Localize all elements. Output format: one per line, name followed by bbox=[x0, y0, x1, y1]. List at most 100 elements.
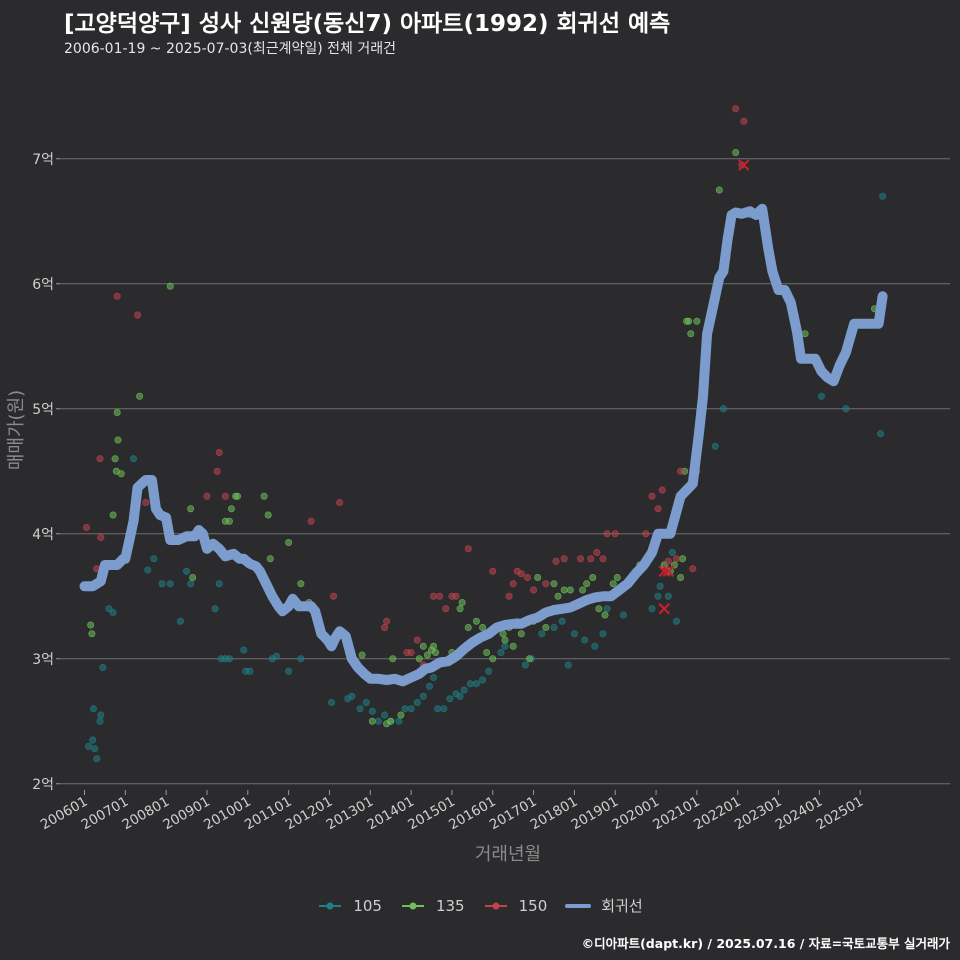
data-point-150 bbox=[430, 592, 438, 600]
data-point-105 bbox=[129, 455, 137, 463]
data-point-150 bbox=[593, 548, 601, 556]
data-point-135 bbox=[589, 573, 597, 581]
data-point-135 bbox=[387, 717, 395, 725]
data-point-150 bbox=[134, 311, 142, 319]
data-point-150 bbox=[221, 492, 229, 500]
data-point-105 bbox=[85, 742, 93, 750]
data-point-150 bbox=[517, 570, 525, 578]
legend: 105 135 150 회귀선 bbox=[0, 895, 960, 916]
data-point-105 bbox=[648, 605, 656, 613]
data-point-105 bbox=[166, 580, 174, 588]
data-points bbox=[83, 105, 887, 763]
chart-subtitle: 2006-01-19 ~ 2025-07-03(최근계약일) 전체 거래건 bbox=[64, 41, 396, 57]
data-point-135 bbox=[715, 186, 723, 194]
data-point-105 bbox=[456, 692, 464, 700]
legend-dot bbox=[409, 902, 417, 909]
data-point-150 bbox=[599, 555, 607, 563]
data-point-105 bbox=[158, 580, 166, 588]
data-point-135 bbox=[679, 555, 687, 563]
data-point-135 bbox=[234, 492, 242, 500]
data-point-150 bbox=[505, 592, 513, 600]
data-point-135 bbox=[464, 623, 472, 631]
data-point-135 bbox=[542, 623, 550, 631]
data-point-135 bbox=[677, 573, 685, 581]
x-tick-label: 202501 bbox=[814, 794, 867, 834]
data-point-135 bbox=[732, 149, 740, 157]
data-point-150 bbox=[552, 557, 560, 565]
data-point-150 bbox=[442, 605, 450, 613]
x-axis-label: 거래년월 bbox=[475, 844, 541, 865]
data-point-105 bbox=[460, 686, 468, 694]
data-point-105 bbox=[711, 442, 719, 450]
data-point-105 bbox=[211, 605, 219, 613]
data-point-150 bbox=[213, 467, 221, 475]
data-point-105 bbox=[591, 642, 599, 650]
data-point-105 bbox=[407, 705, 415, 713]
legend-item-150: 150 bbox=[483, 896, 548, 915]
data-point-150 bbox=[407, 648, 415, 656]
data-point-105 bbox=[240, 646, 248, 654]
data-point-150 bbox=[523, 573, 531, 581]
outlier-markers bbox=[658, 159, 750, 615]
data-point-135 bbox=[432, 648, 440, 656]
data-point-135 bbox=[187, 505, 195, 513]
outlier-marker bbox=[658, 603, 670, 615]
data-point-105 bbox=[96, 717, 104, 725]
data-point-105 bbox=[664, 592, 672, 600]
legend-label: 105 bbox=[353, 896, 382, 915]
outlier-marker bbox=[738, 159, 750, 171]
data-point-135 bbox=[509, 642, 517, 650]
chart-title: [고양덕양구] 성사 신원당(동신7) 아파트(1992) 회귀선 예측 bbox=[64, 11, 671, 37]
data-point-135 bbox=[456, 605, 464, 613]
data-point-105 bbox=[434, 705, 442, 713]
outlier-stroke bbox=[662, 565, 675, 577]
data-point-105 bbox=[485, 667, 493, 675]
outlier-marker bbox=[658, 565, 670, 577]
y-tick-label: 7억 bbox=[32, 152, 54, 168]
data-point-135 bbox=[423, 651, 431, 659]
y-tick-label: 4억 bbox=[32, 527, 54, 543]
data-point-105 bbox=[374, 717, 382, 725]
outlier-marker bbox=[662, 565, 675, 577]
data-point-150 bbox=[740, 117, 748, 125]
data-point-135 bbox=[550, 580, 558, 588]
data-point-135 bbox=[419, 642, 427, 650]
legend-key-icon bbox=[319, 902, 342, 909]
data-point-105 bbox=[501, 642, 509, 650]
data-point-105 bbox=[564, 661, 572, 669]
data-point-135 bbox=[189, 573, 197, 581]
data-point-150 bbox=[381, 623, 389, 631]
data-point-105 bbox=[368, 707, 376, 715]
data-point-135 bbox=[389, 655, 397, 663]
data-point-135 bbox=[87, 621, 95, 629]
legend-label: 150 bbox=[518, 896, 548, 915]
outlier-stroke bbox=[658, 603, 670, 615]
data-point-150 bbox=[113, 292, 121, 300]
data-point-105 bbox=[381, 711, 389, 719]
data-point-150 bbox=[530, 586, 538, 594]
data-point-105 bbox=[89, 736, 97, 744]
y-tick-label: 6억 bbox=[32, 277, 54, 293]
data-point-135 bbox=[489, 655, 497, 663]
data-point-150 bbox=[658, 486, 666, 494]
data-point-150 bbox=[413, 636, 421, 644]
legend-key-icon bbox=[484, 902, 507, 909]
data-point-135 bbox=[368, 717, 376, 725]
data-point-150 bbox=[509, 580, 517, 588]
data-point-105 bbox=[215, 580, 223, 588]
data-point-135 bbox=[113, 408, 121, 416]
data-point-105 bbox=[672, 617, 680, 625]
data-point-105 bbox=[187, 580, 195, 588]
data-point-135 bbox=[285, 538, 293, 546]
data-point-150 bbox=[489, 567, 497, 575]
data-point-135 bbox=[117, 470, 125, 478]
legend-label: 회귀선 bbox=[601, 897, 643, 915]
data-point-135 bbox=[397, 711, 405, 719]
data-point-105 bbox=[176, 617, 184, 625]
data-point-105 bbox=[395, 717, 403, 725]
data-point-150 bbox=[215, 448, 223, 456]
data-point-105 bbox=[327, 698, 335, 706]
data-point-105 bbox=[150, 555, 158, 563]
data-point-105 bbox=[877, 430, 885, 438]
data-point-105 bbox=[413, 698, 421, 706]
